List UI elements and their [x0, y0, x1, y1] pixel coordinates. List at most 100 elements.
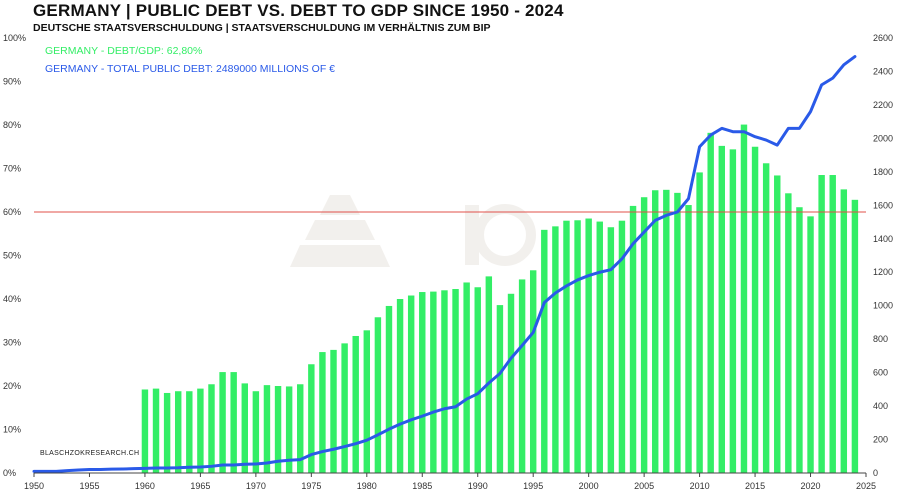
- y-left-tick-label: 30%: [3, 338, 21, 348]
- debt-gdp-bar: [696, 172, 703, 474]
- debt-gdp-bar: [152, 388, 160, 473]
- debt-gdp-bar: [463, 282, 470, 473]
- debt-gdp-bar: [851, 199, 859, 473]
- debt-gdp-bar: [175, 391, 182, 473]
- debt-gdp-bar: [363, 330, 371, 473]
- debt-gdp-bar: [507, 293, 515, 473]
- debt-gdp-bar: [385, 305, 393, 473]
- y-right-tick-label: 1000: [873, 301, 893, 311]
- y-left-tick-label: 90%: [3, 77, 21, 87]
- watermark-logo-icon: [290, 195, 536, 267]
- debt-gdp-bar: [352, 335, 359, 473]
- debt-gdp-bar: [219, 372, 226, 473]
- y-left-tick-label: 10%: [3, 425, 21, 435]
- y-left-tick-label: 40%: [3, 294, 21, 304]
- x-tick-label: 1995: [523, 481, 543, 491]
- y-right-tick-label: 1400: [873, 234, 893, 244]
- debt-gdp-bar: [740, 124, 748, 473]
- debt-gdp-bar: [718, 145, 725, 473]
- debt-gdp-bar: [319, 352, 326, 473]
- debt-gdp-bar: [186, 391, 193, 473]
- debt-gdp-bar: [197, 388, 204, 473]
- x-tick-label: 1950: [24, 481, 44, 491]
- debt-gdp-bar: [529, 270, 537, 473]
- y-right-tick-label: 1800: [873, 167, 893, 177]
- x-tick-label: 1975: [301, 481, 321, 491]
- y-right-tick-label: 2600: [873, 33, 893, 43]
- debt-gdp-bar: [396, 299, 404, 473]
- y-right-tick-label: 1200: [873, 267, 893, 277]
- x-tick-label: 2005: [634, 481, 654, 491]
- debt-gdp-bar: [629, 205, 637, 473]
- debt-gdp-bar: [407, 295, 415, 473]
- debt-gdp-bar: [297, 384, 304, 473]
- debt-gdp-bar: [518, 279, 526, 473]
- legend-total-debt: GERMANY - TOTAL PUBLIC DEBT: 2489000 MIL…: [45, 63, 336, 75]
- y-right-tick-label: 800: [873, 334, 888, 344]
- chart-subtitle: DEUTSCHE STAATSVERSCHULDUNG | STAATSVERS…: [33, 22, 491, 34]
- debt-gdp-bar: [241, 383, 248, 473]
- x-tick-label: 1960: [135, 481, 155, 491]
- debt-gdp-bar: [729, 149, 737, 474]
- debt-gdp-bar: [751, 146, 759, 473]
- debt-gdp-bar: [840, 189, 848, 473]
- chart-title: GERMANY | PUBLIC DEBT VS. DEBT TO GDP SI…: [33, 1, 564, 20]
- debt-gdp-bar: [474, 287, 481, 473]
- y-left-tick-label: 100%: [3, 33, 26, 43]
- x-ticks: 1950 1955 1960 1965 1970 1975 1980 1985 1990 1995…: [24, 473, 876, 491]
- debt-gdp-bar: [640, 197, 648, 473]
- y-left-tick-label: 0%: [3, 468, 16, 478]
- total-debt-line: [32, 55, 857, 473]
- debt-gdp-bar: [796, 207, 803, 473]
- debt-gdp-bar: [274, 386, 282, 473]
- y-left-tick-label: 60%: [3, 207, 21, 217]
- debt-gdp-bar: [762, 163, 770, 473]
- debt-gdp-bars: [141, 124, 859, 474]
- x-tick-label: 1965: [190, 481, 210, 491]
- y-right-tick-label: 2200: [873, 100, 893, 110]
- debt-gdp-bar: [685, 205, 692, 474]
- debt-gdp-bar: [252, 391, 260, 473]
- y-left-ticks: 0% 10% 20% 30% 40% 50% 60% 70% 80% 90% 100%: [3, 33, 26, 478]
- debt-gdp-bar: [807, 216, 814, 473]
- y-right-tick-label: 0: [873, 468, 878, 478]
- debt-gdp-bar: [441, 290, 448, 473]
- debt-gdp-bar: [563, 220, 570, 473]
- debt-gdp-bar: [452, 289, 459, 473]
- debt-gdp-bar: [230, 372, 237, 473]
- x-tick-label: 1955: [79, 481, 99, 491]
- x-tick-label: 1985: [412, 481, 432, 491]
- debt-gdp-bar: [496, 305, 504, 473]
- y-right-ticks: 0 200 400 600 800 1000 1200 1400 1600 1800 2000 220…: [873, 33, 893, 478]
- debt-gdp-bar: [163, 392, 171, 473]
- debt-gdp-bar: [485, 276, 493, 473]
- y-left-tick-label: 80%: [3, 120, 21, 130]
- legend-debt-gdp: GERMANY - DEBT/GDP: 62,80%: [45, 45, 203, 57]
- debt-gdp-bar: [552, 226, 559, 473]
- debt-gdp-bar: [585, 218, 592, 473]
- x-tick-label: 1980: [357, 481, 377, 491]
- y-right-tick-label: 2000: [873, 133, 893, 143]
- y-left-tick-label: 20%: [3, 381, 21, 391]
- debt-gdp-bar: [785, 193, 792, 474]
- x-tick-label: 2000: [579, 481, 599, 491]
- debt-gdp-bar: [596, 221, 603, 473]
- y-left-tick-label: 70%: [3, 164, 21, 174]
- debt-gdp-bar: [374, 317, 382, 473]
- debt-gdp-bar: [308, 364, 315, 473]
- debt-gdp-bar: [574, 220, 581, 473]
- debt-gdp-bar: [818, 175, 825, 473]
- y-right-tick-label: 2400: [873, 66, 893, 76]
- debt-gdp-bar: [541, 229, 548, 473]
- y-right-tick-label: 200: [873, 435, 888, 445]
- debt-gdp-bar: [663, 189, 670, 473]
- x-tick-label: 2010: [690, 481, 710, 491]
- y-right-tick-label: 1600: [873, 200, 893, 210]
- x-tick-label: 2020: [801, 481, 821, 491]
- x-tick-label: 2015: [745, 481, 765, 491]
- debt-gdp-bar: [707, 132, 714, 473]
- debt-gdp-bar: [607, 227, 615, 473]
- debt-gdp-bar: [774, 175, 781, 473]
- debt-gdp-bar: [341, 343, 348, 473]
- debt-gdp-bar: [285, 386, 293, 473]
